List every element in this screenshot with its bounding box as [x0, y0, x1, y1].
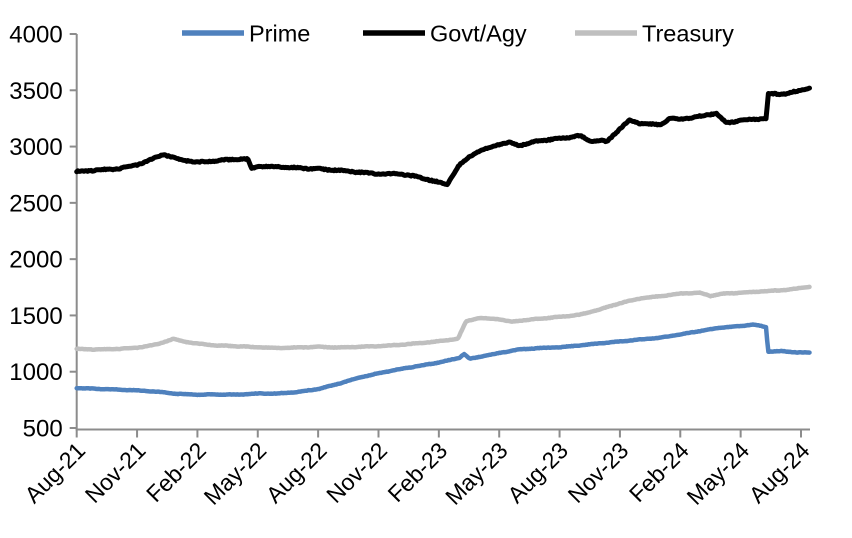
- y-tick-label: 1500: [9, 303, 62, 330]
- legend: Prime Govt/Agy Treasury: [182, 21, 734, 47]
- x-tick-label: Feb-22: [141, 437, 211, 507]
- y-tick-label: 4000: [9, 22, 62, 49]
- series-line-treasury: [74, 284, 812, 353]
- x-tick-label: May-23: [440, 437, 513, 510]
- y-tick-label: 2500: [9, 190, 62, 217]
- x-tick-label: Nov-23: [563, 437, 634, 508]
- y-tick-label: 3500: [9, 78, 62, 105]
- x-tick-label: Feb-23: [382, 437, 452, 507]
- x-tick-label: Aug-24: [744, 437, 815, 508]
- x-tick-label: Aug-23: [502, 437, 573, 508]
- y-tick-label: 2000: [9, 247, 62, 274]
- x-tick-label: May-22: [199, 437, 272, 510]
- legend-label-prime: Prime: [249, 21, 310, 47]
- y-tick-label: 1000: [9, 359, 62, 386]
- series-line-prime: [74, 322, 812, 398]
- legend-item-treasury: Treasury: [575, 21, 734, 47]
- legend-item-prime: Prime: [182, 21, 310, 47]
- y-tick-label: 3000: [9, 134, 62, 161]
- x-tick-label: Feb-24: [624, 437, 694, 507]
- legend-item-govt-agy: Govt/Agy: [363, 21, 527, 47]
- series-line-govt-agy: [74, 85, 812, 188]
- x-tick-label: May-24: [682, 437, 755, 510]
- x-tick-label: Nov-21: [80, 437, 151, 508]
- plot-series: [74, 85, 812, 398]
- legend-label-treasury: Treasury: [642, 21, 734, 47]
- x-tick-label: Aug-22: [261, 437, 332, 508]
- legend-label-govt-agy: Govt/Agy: [430, 21, 527, 47]
- y-tick-label: 500: [23, 416, 63, 443]
- x-tick-label: Aug-21: [19, 437, 90, 508]
- axes: 4000350030002500200015001000500Aug-21Nov…: [9, 22, 814, 510]
- x-tick-label: Nov-22: [321, 437, 392, 508]
